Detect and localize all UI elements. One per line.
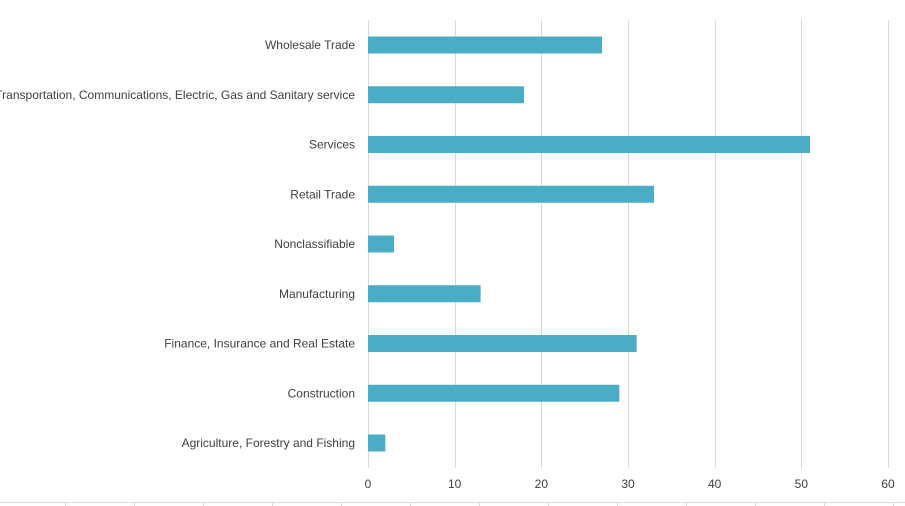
bar	[368, 185, 654, 203]
bar	[368, 36, 602, 54]
x-tick-label: 0	[365, 477, 372, 491]
bar	[368, 384, 620, 402]
bar	[368, 235, 394, 253]
bar	[368, 434, 386, 452]
x-tick-label: 10	[448, 477, 462, 491]
bar	[368, 335, 637, 352]
x-tick-label: 60	[881, 477, 895, 491]
bar	[368, 86, 524, 104]
bottom-axis	[0, 502, 905, 506]
x-tick-label: 30	[621, 477, 635, 491]
bar	[368, 285, 481, 303]
category-label: Services	[309, 138, 355, 152]
bars	[368, 36, 810, 452]
x-tick-label: 20	[535, 477, 549, 491]
category-labels: Wholesale Trade Transportation, Communica…	[0, 38, 355, 450]
category-label: Construction	[288, 386, 355, 400]
bar	[368, 136, 810, 153]
category-label: Nonclassifiable	[274, 237, 355, 251]
x-tick-label: 40	[708, 477, 722, 491]
category-label: Finance, Insurance and Real Estate	[164, 337, 355, 351]
category-label: Wholesale Trade	[265, 38, 355, 52]
category-label: Manufacturing	[279, 287, 355, 301]
category-label: Agriculture, Forestry and Fishing	[182, 436, 355, 450]
x-tick-labels: 0 10 20 30 40 50 60	[365, 477, 895, 491]
category-label: Retail Trade	[290, 187, 355, 201]
category-label: Transportation, Communications, Electric…	[0, 88, 355, 102]
x-tick-label: 50	[795, 477, 809, 491]
